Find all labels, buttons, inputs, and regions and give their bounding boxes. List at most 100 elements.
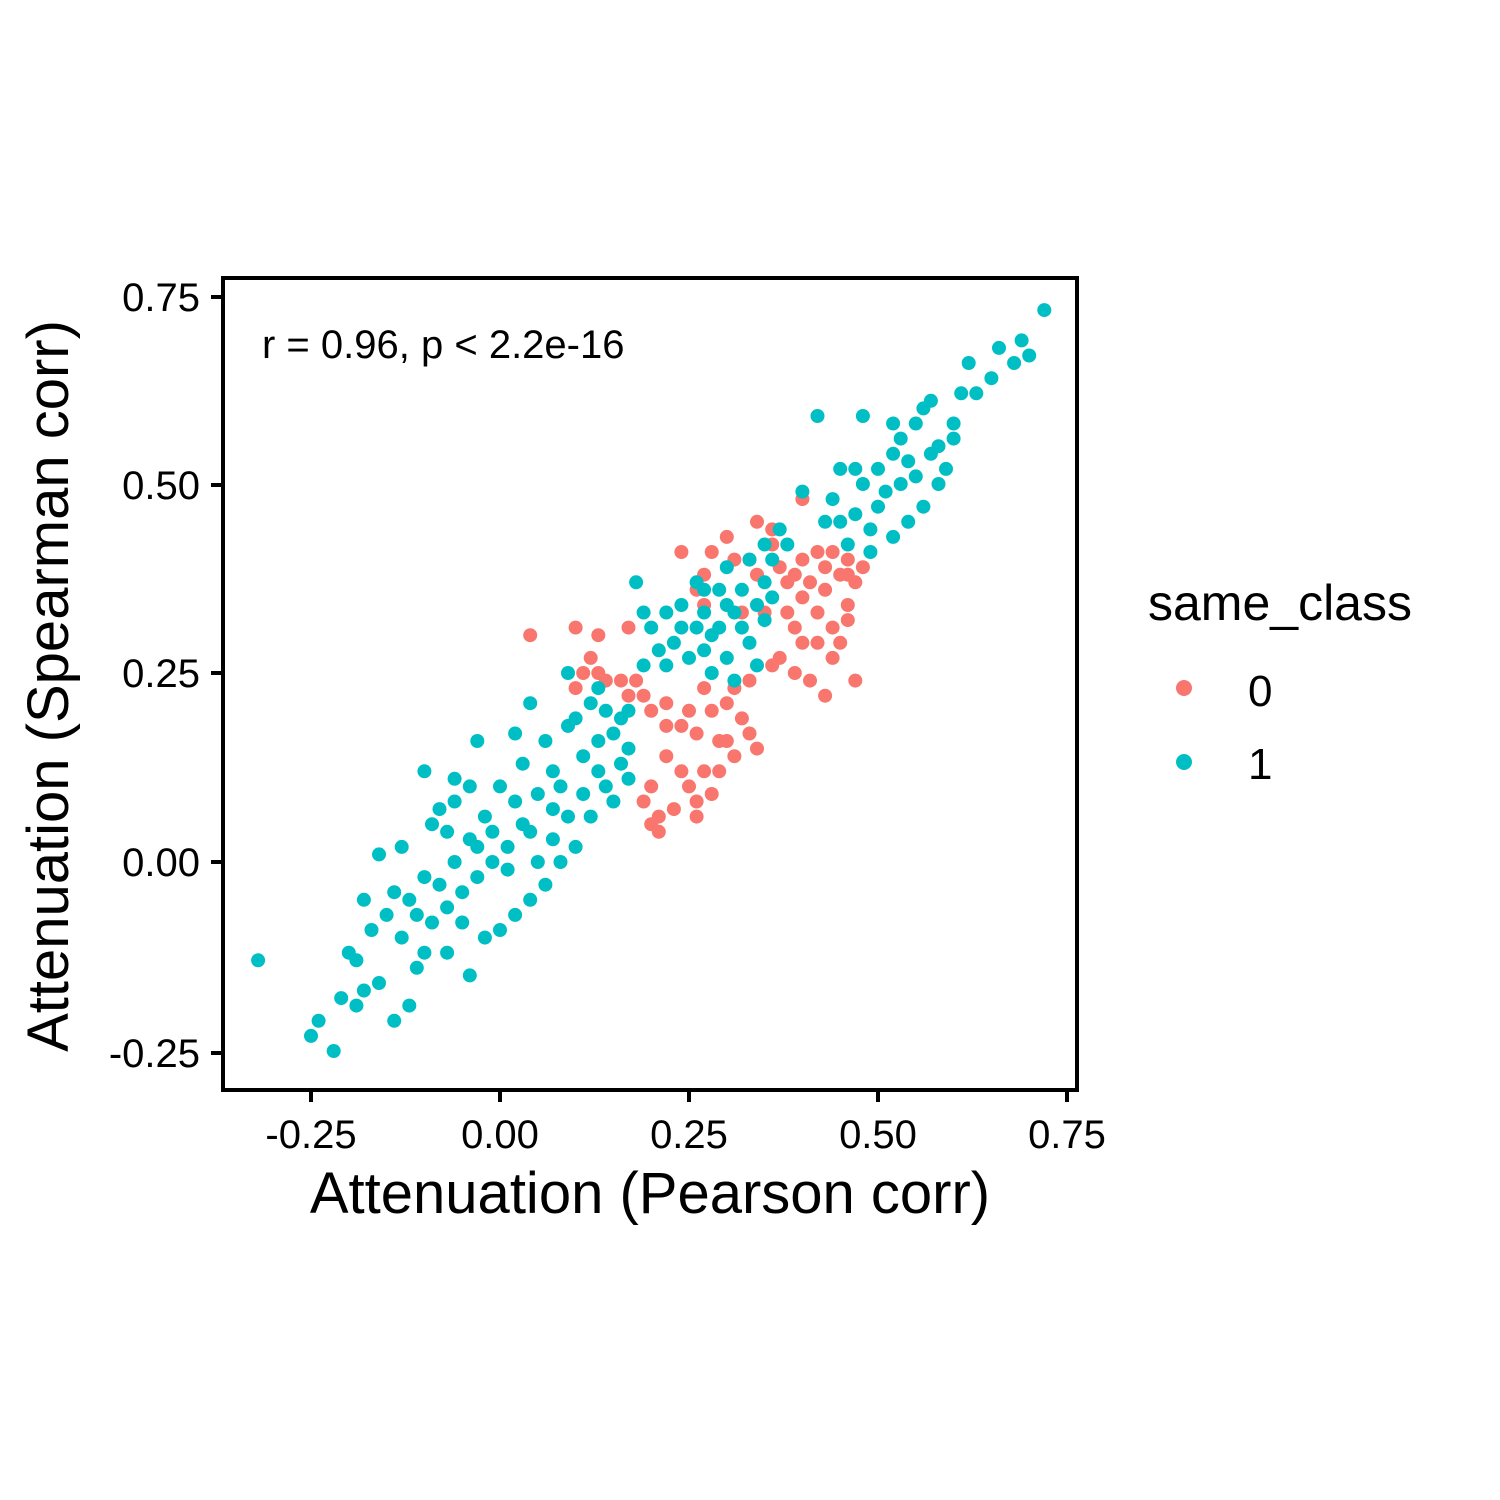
scatter-point-class-1 <box>954 386 969 401</box>
scatter-point-class-1 <box>568 839 583 854</box>
scatter-point-class-1 <box>364 923 379 937</box>
scatter-point-class-0 <box>818 582 833 597</box>
scatter-point-class-1 <box>493 779 507 794</box>
scatter-point-class-1 <box>500 839 515 854</box>
scatter-point-class-1 <box>908 469 923 484</box>
scatter-point-class-1 <box>334 991 349 1006</box>
scatter-point-class-1 <box>719 560 734 575</box>
scatter-point-class-1 <box>349 953 364 968</box>
scatter-point-class-1 <box>523 824 538 839</box>
scatter-point-class-0 <box>840 552 855 567</box>
scatter-point-class-1 <box>697 643 712 658</box>
scatter-point-class-0 <box>644 703 659 718</box>
scatter-point-class-1 <box>901 514 916 529</box>
y-tick-label: 0.25 <box>122 652 200 696</box>
scatter-point-class-1 <box>621 741 636 756</box>
scatter-point-class-0 <box>810 545 825 559</box>
correlation-annotation: r = 0.96, p < 2.2e-16 <box>262 323 624 367</box>
scatter-point-class-0 <box>765 658 780 673</box>
scatter-point-class-1 <box>576 749 591 764</box>
x-tick-label: 0.00 <box>461 1113 539 1157</box>
scatter-point-class-1 <box>946 431 961 446</box>
scatter-point-class-1 <box>833 461 848 476</box>
scatter-point-class-1 <box>984 371 999 386</box>
scatter-point-class-0 <box>818 688 833 703</box>
scatter-point-class-1 <box>855 477 870 491</box>
x-tick-label: 0.75 <box>1028 1113 1106 1157</box>
scatter-point-class-0 <box>833 567 848 582</box>
scatter-point-class-1 <box>810 409 825 423</box>
scatter-point-class-1 <box>402 998 417 1013</box>
scatter-point-class-0 <box>795 590 810 605</box>
legend-title: same_class <box>1148 575 1412 631</box>
scatter-point-class-1 <box>614 756 628 771</box>
scatter-point-class-0 <box>787 567 802 582</box>
scatter-point-class-1 <box>568 711 583 726</box>
scatter-point-class-0 <box>568 681 583 696</box>
scatter-point-class-1 <box>697 605 712 620</box>
scatter-point-class-1 <box>871 499 885 514</box>
scatter-point-class-1 <box>530 855 545 869</box>
scatter-point-class-1 <box>614 711 628 726</box>
scatter-point-class-0 <box>704 545 719 559</box>
scatter-point-class-1 <box>636 605 651 620</box>
scatter-point-class-0 <box>750 741 764 756</box>
scatter-point-class-0 <box>833 635 848 650</box>
scatter-point-class-0 <box>848 673 863 688</box>
scatter-point-class-1 <box>417 945 432 960</box>
scatter-point-class-1 <box>901 454 916 469</box>
scatter-point-class-1 <box>848 461 863 476</box>
scatter-point-class-1 <box>425 915 439 930</box>
scatter-point-class-1 <box>757 575 772 590</box>
points-layer <box>251 303 1052 1058</box>
scatter-point-class-1 <box>961 356 976 370</box>
scatter-point-class-1 <box>757 613 772 628</box>
scatter-point-class-1 <box>916 401 931 416</box>
scatter-point-class-1 <box>704 666 719 680</box>
scatter-point-class-1 <box>825 492 840 507</box>
scatter-point-class-1 <box>697 582 712 597</box>
scatter-point-class-1 <box>326 1044 341 1058</box>
scatter-point-class-1 <box>659 605 674 620</box>
scatter-point-class-1 <box>500 862 515 877</box>
plot-panel-border <box>221 276 1079 1092</box>
scatter-point-class-1 <box>470 870 485 885</box>
legend: same_class 0 1 <box>1148 575 1412 789</box>
scatter-point-class-0 <box>644 779 659 794</box>
scatter-point-class-1 <box>425 817 439 832</box>
scatter-point-class-1 <box>356 892 371 907</box>
scatter-point-class-1 <box>659 658 674 673</box>
scatter-point-class-1 <box>530 787 545 801</box>
scatter-point-class-0 <box>674 764 689 779</box>
scatter-point-class-1 <box>644 620 659 635</box>
scatter-point-class-1 <box>871 461 885 476</box>
scatter-point-class-0 <box>818 560 833 575</box>
scatter-point-class-0 <box>697 764 712 779</box>
scatter-point-class-1 <box>440 945 455 960</box>
y-tick-label: 0.75 <box>122 276 200 320</box>
scatter-point-class-0 <box>704 787 719 801</box>
y-tick-label: -0.25 <box>109 1032 200 1076</box>
scatter-point-class-1 <box>893 477 908 491</box>
scatter-point-class-1 <box>757 537 772 552</box>
scatter-point-class-0 <box>719 529 734 544</box>
scatter-point-class-1 <box>508 726 523 741</box>
scatter-point-class-1 <box>379 907 394 922</box>
scatter-point-class-1 <box>583 809 598 824</box>
scatter-point-class-1 <box>795 484 810 499</box>
scatter-point-class-1 <box>712 582 727 597</box>
scatter-point-class-0 <box>636 688 651 703</box>
scatter-point-class-1 <box>765 590 780 605</box>
scatter-point-class-1 <box>545 802 560 817</box>
legend-key-1 <box>1176 754 1192 770</box>
scatter-point-class-1 <box>553 779 568 794</box>
legend-label-0: 0 <box>1248 667 1272 716</box>
scatter-point-class-0 <box>629 673 644 688</box>
scatter-point-class-0 <box>523 628 538 643</box>
scatter-point-class-0 <box>591 628 606 643</box>
scatter-point-class-1 <box>523 892 538 907</box>
scatter-point-class-0 <box>803 575 817 590</box>
scatter-point-class-0 <box>636 794 651 809</box>
scatter-point-class-1 <box>508 907 523 922</box>
scatter-point-class-1 <box>387 885 402 900</box>
